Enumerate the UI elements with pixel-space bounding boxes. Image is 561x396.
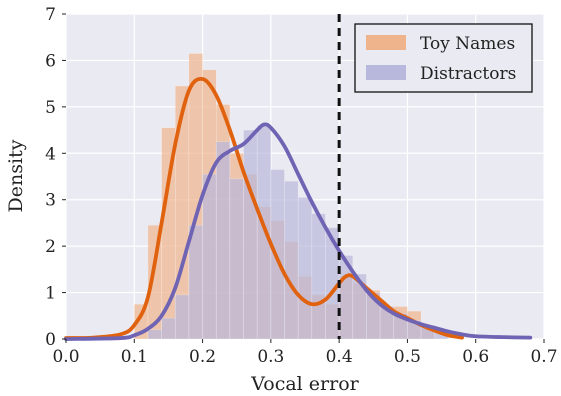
y-tick-label-2: 2	[45, 237, 56, 257]
bar-distractors-12	[311, 213, 326, 340]
y-tick-label-5: 5	[45, 98, 56, 118]
kde-line-distractors	[64, 122, 533, 341]
bar-distractors-8	[256, 125, 272, 340]
bar-distractors-4	[202, 173, 217, 340]
y-tick-label-3: 3	[45, 191, 56, 211]
x-tick-label-1: 0.1	[121, 347, 148, 367]
x-tick-label-5: 0.5	[394, 347, 421, 367]
bar-distractors-1	[161, 317, 176, 340]
x-tick-label-3: 0.3	[257, 347, 284, 367]
y-tick-label-7: 7	[45, 5, 56, 25]
bar-distractors-7	[243, 129, 258, 340]
bar-distractors-5	[215, 141, 231, 340]
y-tick-label-6: 6	[45, 51, 56, 71]
y-tick-label-0: 0	[45, 330, 56, 350]
legend-swatch-distractors	[366, 65, 406, 80]
y-axis-ticks: 0 1 2 3 4 5 6 7	[45, 5, 66, 350]
y-axis-title: Density	[5, 139, 27, 212]
kde-curves	[64, 76, 533, 341]
x-tick-label-0: 0.0	[52, 347, 79, 367]
x-axis-ticks: 0.0 0.1 0.2 0.3 0.4 0.5 0.6 0.7	[52, 339, 558, 367]
x-tick-label-2: 0.2	[189, 347, 216, 367]
x-tick-label-4: 0.4	[326, 347, 353, 367]
y-tick-label-1: 1	[45, 284, 56, 304]
legend-label-distractors: Distractors	[420, 64, 516, 84]
bar-distractors-10	[284, 180, 299, 340]
legend-label-toy-names: Toy Names	[420, 34, 515, 54]
y-tick-label-4: 4	[45, 144, 56, 164]
legend: Toy Names Distractors	[354, 23, 533, 93]
x-tick-label-7: 0.7	[530, 347, 557, 367]
x-tick-label-6: 0.6	[462, 347, 489, 367]
bar-distractors-3	[188, 224, 203, 340]
bar-distractors-6	[229, 178, 244, 340]
bar-distractors-2	[174, 294, 190, 340]
bar-distractors-15	[352, 273, 367, 340]
bar-distractors-9	[270, 169, 285, 340]
legend-swatch-toy-names	[366, 35, 406, 50]
bar-distractors-0	[147, 329, 162, 340]
bar-distractors-11	[297, 197, 313, 340]
x-axis-title: Vocal error	[250, 373, 359, 395]
